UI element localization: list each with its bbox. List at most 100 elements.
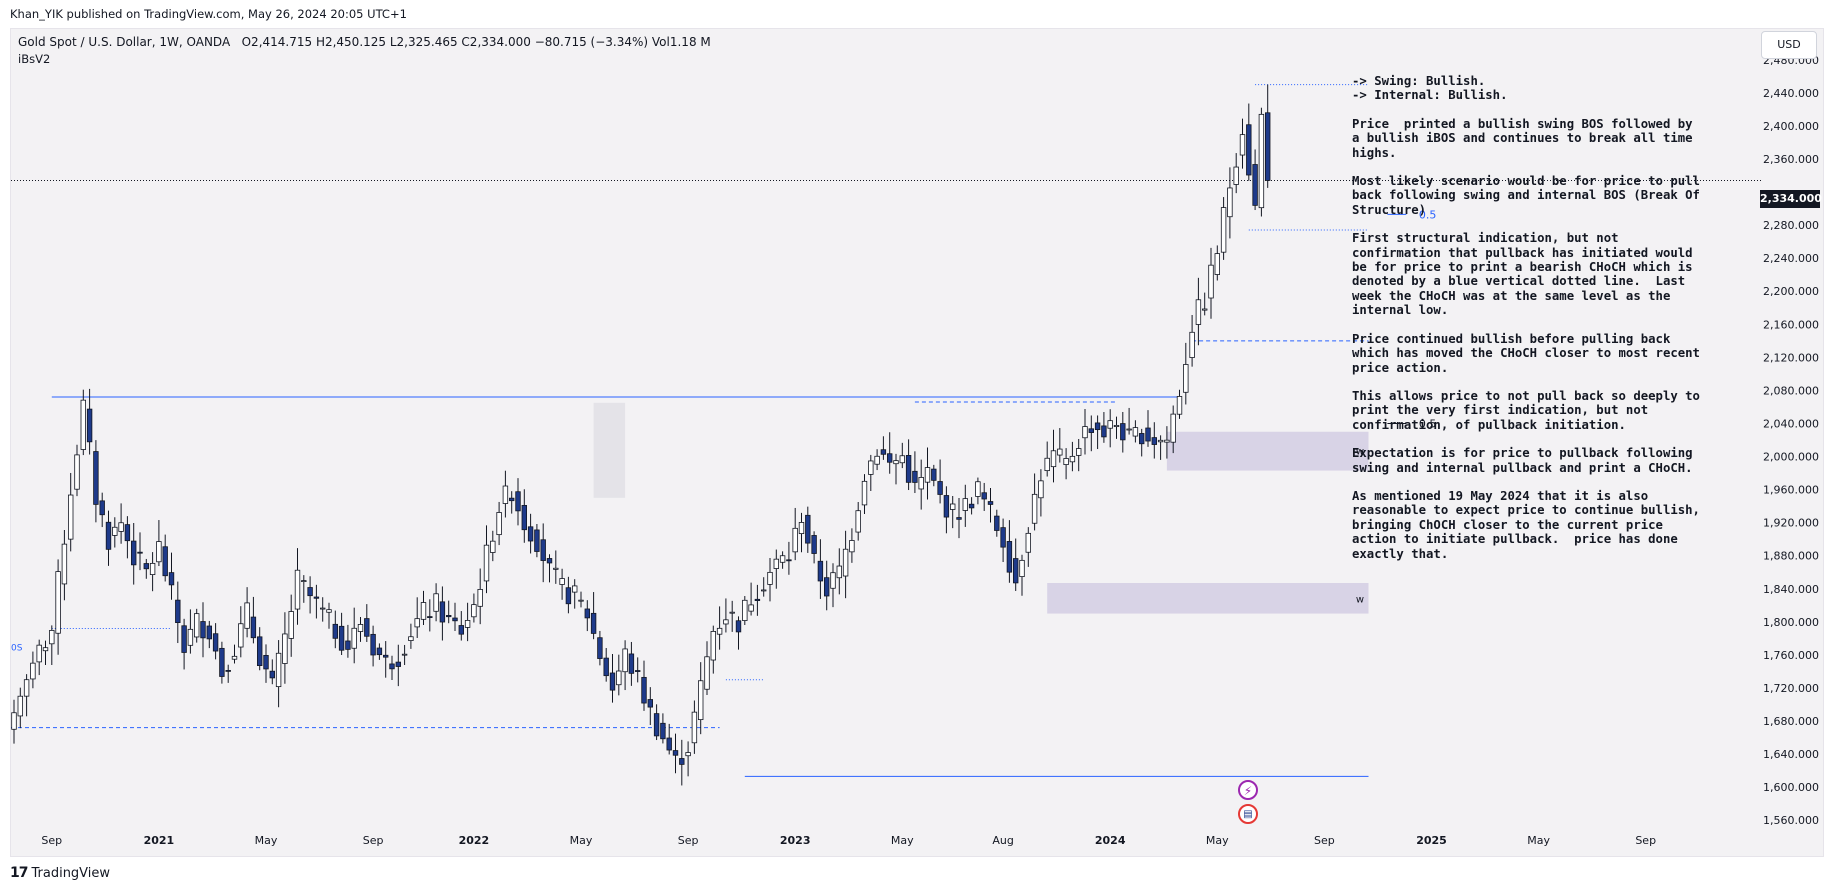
- candle-body: [376, 647, 383, 656]
- candle-body: [156, 541, 162, 563]
- candle-body: [1258, 113, 1265, 209]
- candle-body: [1139, 433, 1145, 445]
- y-tick-label: 2,200.000: [1763, 285, 1819, 298]
- y-tick-label: 1,560.000: [1763, 814, 1819, 827]
- candle-body: [30, 662, 36, 680]
- candle-body: [679, 758, 685, 765]
- candle-body: [1025, 532, 1031, 553]
- candle-body: [786, 559, 792, 562]
- y-tick-label: 2,360.000: [1763, 153, 1819, 166]
- candle-body: [534, 529, 540, 552]
- chart-area[interactable]: [10, 28, 1824, 857]
- candle-body: [1164, 439, 1170, 443]
- candle-body: [275, 652, 282, 688]
- candle-body: [937, 481, 943, 495]
- candle-body: [603, 657, 609, 677]
- candle-body: [181, 625, 187, 653]
- candle-body: [382, 654, 389, 658]
- tradingview-logo[interactable]: 17 TradingView: [10, 865, 110, 881]
- candle-body: [887, 453, 893, 463]
- symbol-legend[interactable]: Gold Spot / U.S. Dollar, 1W, OANDA O2,41…: [18, 35, 711, 49]
- candle-body: [1082, 426, 1088, 439]
- candle-body: [540, 539, 546, 561]
- candle-body: [899, 455, 905, 464]
- candle-body: [698, 680, 704, 721]
- zone-label: w: [1356, 595, 1364, 606]
- candle-body: [149, 562, 156, 575]
- currency-button[interactable]: USD: [1761, 31, 1817, 59]
- candle-body: [256, 636, 263, 667]
- candle-body: [1189, 331, 1195, 358]
- demand-zone-upper: [1166, 431, 1369, 471]
- candle-body: [1044, 457, 1050, 472]
- candle-body: [1120, 423, 1126, 441]
- candle-body: [68, 494, 74, 540]
- us-flag-event-icon[interactable]: ▤: [1238, 804, 1258, 824]
- candle-body: [175, 599, 181, 624]
- candle-body: [238, 623, 244, 648]
- candle-body: [1195, 299, 1202, 325]
- candle-body: [61, 543, 68, 585]
- candle-body: [868, 460, 874, 475]
- candle-body: [527, 526, 534, 542]
- candle-body: [981, 492, 987, 500]
- candle-body: [288, 611, 294, 639]
- candle-body: [1107, 420, 1113, 429]
- candle-body: [319, 607, 326, 610]
- candle-body: [1050, 450, 1057, 468]
- x-tick-label: May: [1527, 834, 1550, 847]
- candle-body: [773, 558, 779, 569]
- candle-body: [931, 468, 937, 481]
- candle-body: [994, 515, 1000, 531]
- candle-body: [1038, 480, 1044, 499]
- candle-body: [849, 540, 855, 553]
- y-tick-label: 1,600.000: [1763, 781, 1819, 794]
- candle-body: [584, 608, 590, 619]
- footer-brand: TradingView: [31, 865, 111, 881]
- candle-body: [1208, 264, 1214, 299]
- candle-body: [824, 577, 830, 597]
- candle-body: [1088, 428, 1094, 433]
- candle-body: [635, 670, 641, 672]
- candle-body: [1057, 448, 1063, 456]
- candle-body: [1126, 428, 1132, 431]
- candle-body: [622, 648, 628, 673]
- candle-body: [427, 616, 433, 618]
- candle-body: [351, 627, 357, 649]
- y-tick-label: 2,440.000: [1763, 87, 1819, 100]
- candle-body: [212, 633, 219, 652]
- candle-body: [301, 580, 307, 583]
- candle-body: [1101, 425, 1107, 438]
- candle-body: [244, 602, 250, 629]
- note-paragraph: As mentioned 19 May 2024 that it is also…: [1352, 488, 1708, 561]
- candle-body: [1063, 458, 1069, 465]
- candle-body: [918, 477, 924, 490]
- x-tick-label: Sep: [1635, 834, 1656, 847]
- candle-body: [200, 621, 206, 639]
- analysis-note[interactable]: -> Swing: Bullish. -> Internal: Bullish.…: [1352, 74, 1707, 575]
- candle-body: [1094, 422, 1101, 431]
- y-tick-label: 2,000.000: [1763, 451, 1819, 464]
- y-tick-label: 2,080.000: [1763, 384, 1819, 397]
- candle-body: [93, 451, 99, 505]
- indicator-label[interactable]: iBsV2: [18, 52, 51, 66]
- candle-body: [817, 560, 824, 582]
- candle-body: [729, 611, 735, 614]
- candle-body: [1145, 427, 1151, 442]
- x-tick-label: Aug: [992, 834, 1013, 847]
- candle-body: [616, 670, 622, 686]
- candle-body: [439, 601, 446, 623]
- candle-body: [370, 633, 376, 656]
- fib-label: 0.5: [1419, 417, 1437, 430]
- symbol-name[interactable]: Gold Spot / U.S. Dollar, 1W, OANDA: [18, 35, 231, 49]
- candle-body: [1006, 541, 1013, 573]
- candle-body: [408, 636, 414, 641]
- candle-body: [124, 524, 131, 542]
- candle-body: [748, 604, 754, 612]
- y-tick-label: 1,760.000: [1763, 649, 1819, 662]
- candle-body: [880, 449, 887, 455]
- lightning-event-icon[interactable]: ⚡: [1238, 780, 1258, 800]
- candle-body: [118, 522, 124, 532]
- candle-body: [490, 540, 496, 553]
